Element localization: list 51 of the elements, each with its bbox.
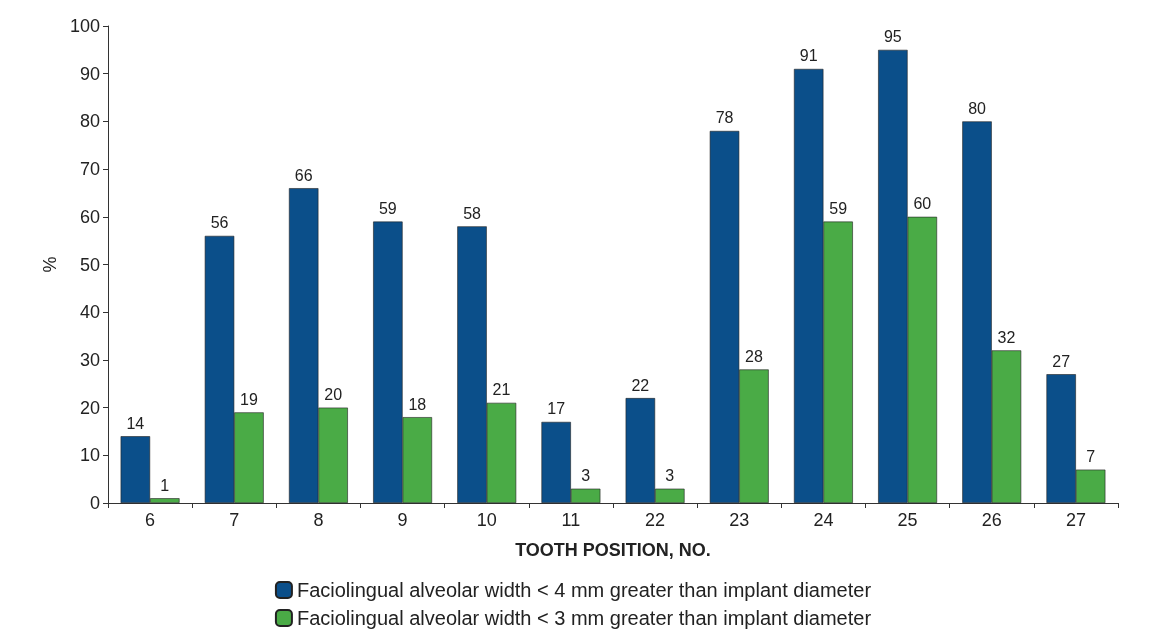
- data-label: 66: [294, 166, 313, 184]
- data-label: 3: [665, 467, 675, 485]
- data-label: 58: [463, 204, 482, 222]
- y-axis-title: %: [40, 256, 61, 273]
- x-tick-label: 11: [561, 510, 581, 530]
- x-axis-title: TOOTH POSITION, NO.: [515, 540, 711, 560]
- y-tick-label: 10: [79, 445, 100, 466]
- x-tick-label: 8: [313, 510, 324, 530]
- data-label: 78: [715, 109, 734, 127]
- data-label: 91: [799, 47, 818, 65]
- legend-label: Faciolingual alveolar width < 3 mm greater than implant diameter: [296, 607, 872, 629]
- data-label: 27: [1052, 352, 1071, 370]
- y-tick-label: 100: [69, 16, 100, 36]
- data-label: 21: [492, 381, 511, 399]
- data-label: 18: [408, 395, 427, 413]
- y-tick-label: 30: [79, 349, 100, 370]
- y-tick-label: 90: [79, 63, 100, 84]
- data-label: 59: [378, 200, 397, 218]
- x-tick-label: 22: [645, 510, 666, 530]
- data-label: 17: [547, 400, 566, 418]
- x-tick-label: 24: [813, 510, 834, 530]
- x-tick-label: 23: [729, 510, 750, 530]
- x-tick-label: 6: [145, 510, 156, 530]
- data-label: 19: [240, 390, 258, 408]
- x-tick-label: 7: [229, 510, 240, 530]
- data-label: 59: [829, 200, 848, 218]
- data-label: 22: [631, 376, 650, 394]
- x-tick-label: 9: [397, 510, 408, 530]
- data-label: 20: [324, 386, 343, 404]
- data-label: 14: [126, 414, 145, 432]
- y-tick-label: 70: [79, 159, 100, 180]
- x-tick-label: 10: [476, 510, 497, 530]
- x-tick-label: 27: [1065, 510, 1086, 530]
- data-label: 32: [997, 328, 1016, 346]
- y-tick-label: 80: [79, 111, 100, 132]
- y-tick-label: 50: [79, 254, 100, 275]
- data-label: 3: [581, 467, 591, 485]
- x-tick-label: 26: [981, 510, 1002, 530]
- x-tick-label: 25: [897, 510, 918, 530]
- data-label: 80: [968, 99, 987, 117]
- y-tick-label: 20: [79, 397, 100, 418]
- y-tick-label: 60: [79, 206, 100, 227]
- data-label: 7: [1086, 448, 1096, 466]
- y-tick-label: 0: [89, 493, 100, 513]
- data-label: 1: [160, 476, 170, 494]
- data-label: 56: [210, 214, 229, 232]
- y-tick-label: 40: [79, 302, 100, 323]
- legend-label: Faciolingual alveolar width < 4 mm greater than implant diameter: [296, 579, 872, 601]
- data-label: 95: [883, 28, 902, 46]
- data-label: 60: [913, 195, 932, 213]
- data-label: 28: [745, 347, 763, 365]
